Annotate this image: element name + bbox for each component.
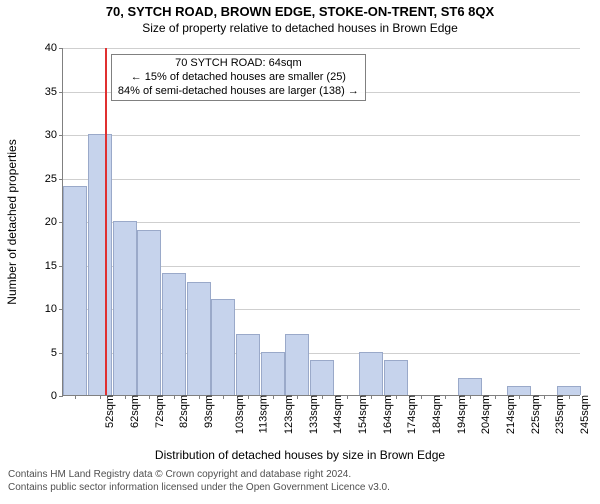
xtick-mark <box>125 395 126 399</box>
xtick-mark <box>544 395 545 399</box>
ytick-label: 15 <box>33 260 63 272</box>
xtick-mark <box>223 395 224 399</box>
gridline <box>63 135 580 136</box>
xtick-mark <box>519 395 520 399</box>
ytick-label: 20 <box>33 216 63 228</box>
xtick-label: 82sqm <box>174 395 190 428</box>
gridline <box>63 222 580 223</box>
xtick-label: 154sqm <box>353 395 369 434</box>
property-marker-line <box>105 48 107 395</box>
xtick-mark <box>199 395 200 399</box>
histogram-bar <box>236 334 260 395</box>
callout-line: 70 SYTCH ROAD: 64sqm <box>118 57 359 71</box>
x-axis-label: Distribution of detached houses by size … <box>0 448 600 462</box>
xtick-label: 93sqm <box>199 395 215 428</box>
page-title: 70, SYTCH ROAD, BROWN EDGE, STOKE-ON-TRE… <box>0 4 600 19</box>
xtick-mark <box>470 395 471 399</box>
histogram-bar <box>507 386 531 395</box>
xtick-mark <box>297 395 298 399</box>
ytick-label: 30 <box>33 129 63 141</box>
xtick-mark <box>75 395 76 399</box>
histogram-bar <box>137 230 161 395</box>
ytick-label: 25 <box>33 173 63 185</box>
ytick-label: 35 <box>33 86 63 98</box>
histogram-bar <box>359 352 383 396</box>
xtick-label: 245sqm <box>575 395 591 434</box>
ytick-label: 0 <box>33 390 63 402</box>
histogram-bar <box>285 334 309 395</box>
callout-line: 84% of semi-detached houses are larger (… <box>118 85 359 99</box>
xtick-label: 235sqm <box>550 395 566 434</box>
xtick-mark <box>248 395 249 399</box>
xtick-label: 184sqm <box>427 395 443 434</box>
xtick-mark <box>322 395 323 399</box>
gridline <box>63 48 580 49</box>
xtick-label: 113sqm <box>254 395 270 433</box>
histogram-bar <box>384 360 408 395</box>
ytick-label: 5 <box>33 347 63 359</box>
property-callout: 70 SYTCH ROAD: 64sqm← 15% of detached ho… <box>111 54 366 101</box>
xtick-mark <box>149 395 150 399</box>
xtick-mark <box>100 395 101 399</box>
histogram-bar <box>63 186 87 395</box>
xtick-label: 225sqm <box>526 395 542 434</box>
xtick-mark <box>445 395 446 399</box>
xtick-label: 103sqm <box>230 395 246 434</box>
xtick-mark <box>569 395 570 399</box>
gridline <box>63 179 580 180</box>
xtick-label: 194sqm <box>452 395 468 434</box>
xtick-label: 52sqm <box>100 395 116 428</box>
histogram-bar <box>458 378 482 395</box>
histogram-bar <box>557 386 581 395</box>
callout-line: ← 15% of detached houses are smaller (25… <box>118 71 359 85</box>
xtick-label: 133sqm <box>304 395 320 434</box>
xtick-label: 72sqm <box>150 395 166 428</box>
page-subtitle: Size of property relative to detached ho… <box>0 21 600 35</box>
xtick-mark <box>347 395 348 399</box>
histogram-bar <box>211 299 235 395</box>
y-axis-label: Number of detached properties <box>5 139 19 304</box>
xtick-mark <box>396 395 397 399</box>
histogram-bar <box>261 352 285 396</box>
attribution-line-2: Contains public sector information licen… <box>8 481 592 494</box>
histogram-bar <box>162 273 186 395</box>
xtick-label: 214sqm <box>501 395 517 434</box>
xtick-label: 123sqm <box>279 395 295 434</box>
xtick-mark <box>371 395 372 399</box>
xtick-mark <box>174 395 175 399</box>
xtick-label: 174sqm <box>402 395 418 434</box>
xtick-label: 144sqm <box>328 395 344 434</box>
histogram-plot: 051015202530354052sqm62sqm72sqm82sqm93sq… <box>62 48 580 396</box>
ytick-label: 10 <box>33 303 63 315</box>
xtick-label: 164sqm <box>378 395 394 434</box>
xtick-mark <box>421 395 422 399</box>
xtick-label: 62sqm <box>125 395 141 428</box>
histogram-bar <box>187 282 211 395</box>
ytick-label: 40 <box>33 42 63 54</box>
xtick-label: 204sqm <box>476 395 492 434</box>
attribution-block: Contains HM Land Registry data © Crown c… <box>0 468 600 494</box>
xtick-mark <box>495 395 496 399</box>
histogram-bar <box>310 360 334 395</box>
attribution-line-1: Contains HM Land Registry data © Crown c… <box>8 468 592 481</box>
xtick-mark <box>273 395 274 399</box>
histogram-bar <box>88 134 112 395</box>
histogram-bar <box>113 221 137 395</box>
